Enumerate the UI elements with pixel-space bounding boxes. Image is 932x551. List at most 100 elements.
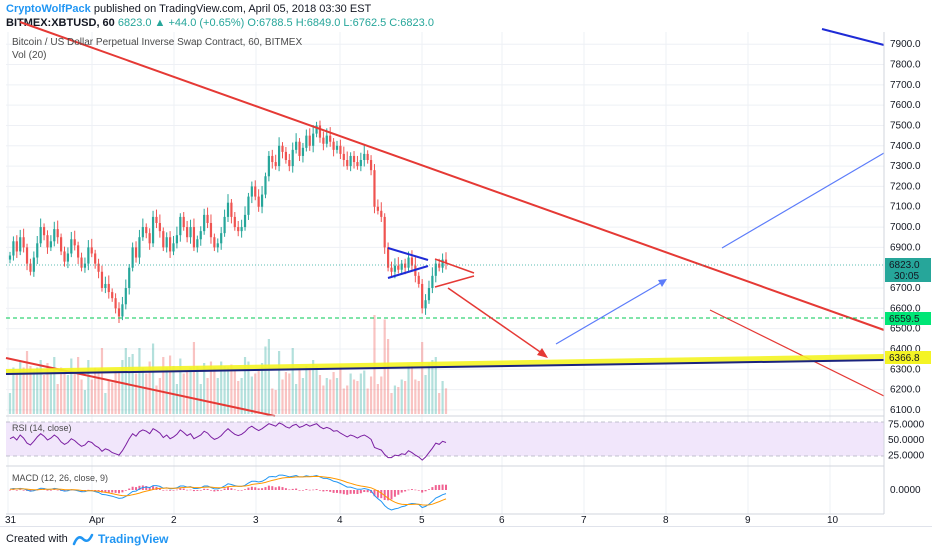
macd-hist-bar [291,488,294,490]
macd-hist-bar [431,487,434,490]
volume-bar [380,376,383,414]
navy-support-line[interactable] [5,359,885,375]
time-tick-label: 2 [171,515,177,526]
volume-bar [196,366,199,414]
yellow-support-zone[interactable] [5,354,885,375]
macd-hist-bar [114,490,117,493]
macd-hist-bar [329,490,332,492]
macd-hist-bar [118,490,120,494]
macd-hist-bar [220,490,223,491]
candle-body [46,235,49,248]
blue-projection-arrow[interactable] [555,280,665,345]
wedge-top-line[interactable] [434,258,475,274]
countdown-label: 30:05 [894,271,919,282]
volume-bar [329,379,332,414]
author-name[interactable]: CryptoWolfPack [6,3,91,15]
macd-hist-bar [209,490,212,491]
wedge-bottom-line[interactable] [434,275,475,288]
rsi-tick-labels: 75.0000 50.0000 25.0000 [888,419,925,461]
macd-hist-bar [138,485,141,490]
volume-bar [114,370,117,414]
volume-bar [339,366,342,414]
candle-body [250,186,253,197]
volume-bar [63,373,66,414]
macd-hist-bar [247,487,250,490]
volume-bar [39,360,42,414]
volume-bar [386,339,390,414]
macd-tick-labels: 0.0000 [890,485,921,496]
volume-bar [237,381,240,414]
volume-bar [376,384,379,414]
price-chart[interactable]: 7900.0 7800.0 7700.0 7600.0 7500.0 7400.0 7300… [0,0,932,526]
candle-body [342,153,345,161]
red-projection-arrow[interactable] [447,287,547,357]
lower-downtrend-line[interactable] [5,357,276,417]
macd-hist-bar [417,490,420,491]
macd-line [9,474,447,511]
volume-bar [49,373,52,414]
candle-body [66,253,70,262]
candle-body [22,237,25,248]
volume-bar [131,354,134,414]
volume-bar [226,367,230,414]
candle-body [83,263,87,268]
main-downtrend-line[interactable] [19,21,885,331]
tradingview-brand[interactable]: TradingView [98,532,169,546]
volume-bar [233,370,236,414]
candle-body [434,263,437,276]
volume-bar [267,339,270,414]
macd-hist-bar [135,487,138,490]
volume-bar [417,381,420,414]
macd-hist-bar [274,487,277,490]
macd-hist-bar [237,490,240,491]
candle-body [393,265,397,272]
candle-body [189,227,192,238]
macd-hist-bar [336,490,338,493]
volume-bar [206,378,209,414]
macd-hist-bar [152,486,155,490]
volume-bar [356,381,359,414]
volume-bar [148,361,151,414]
candle-body [203,214,206,232]
volume-label: Vol (20) [12,50,46,61]
candle-body [80,257,83,268]
pennant-bottom-line[interactable] [387,265,429,279]
macd-hist-bar [414,489,417,491]
volume-bar [213,367,216,414]
volume-bar [117,372,121,414]
tradingview-logo-icon [72,532,94,546]
macd-hist-bar [366,490,369,493]
candle-body [363,153,366,161]
macd-hist-bar [199,490,202,491]
volume-bar [145,373,148,414]
candle-body [59,237,63,252]
candle-body [70,239,73,254]
candle-body [237,227,240,232]
volume-bar [209,361,213,414]
volume-bar [155,385,158,414]
volume-bar [369,376,373,414]
yellow-price-label: 6366.8 [889,353,920,364]
volume-bar [359,373,362,414]
time-tick-label: 6 [499,515,505,526]
candle-body [274,162,277,167]
price-tick-label: 6200.0 [890,385,921,396]
right-downtrend-line[interactable] [709,309,885,397]
macd-hist-bar [192,490,195,492]
macd-hist-bar [346,490,349,495]
candle-body [383,216,386,248]
macd-hist-bar [49,490,52,491]
blue-top-line[interactable] [821,28,885,46]
candle-body [438,263,441,268]
volume-bar [162,357,165,414]
macd-hist-bar [148,487,151,490]
time-tick-label: 5 [419,515,425,526]
blue-upper-line[interactable] [721,152,885,249]
candle-body [243,214,247,228]
candle-body [318,125,322,138]
volume-bar [19,361,22,414]
pennant-top-line[interactable] [387,247,429,261]
volume-bar [32,370,35,414]
volume-bar [397,387,400,414]
macd-hist-bar [100,490,103,493]
